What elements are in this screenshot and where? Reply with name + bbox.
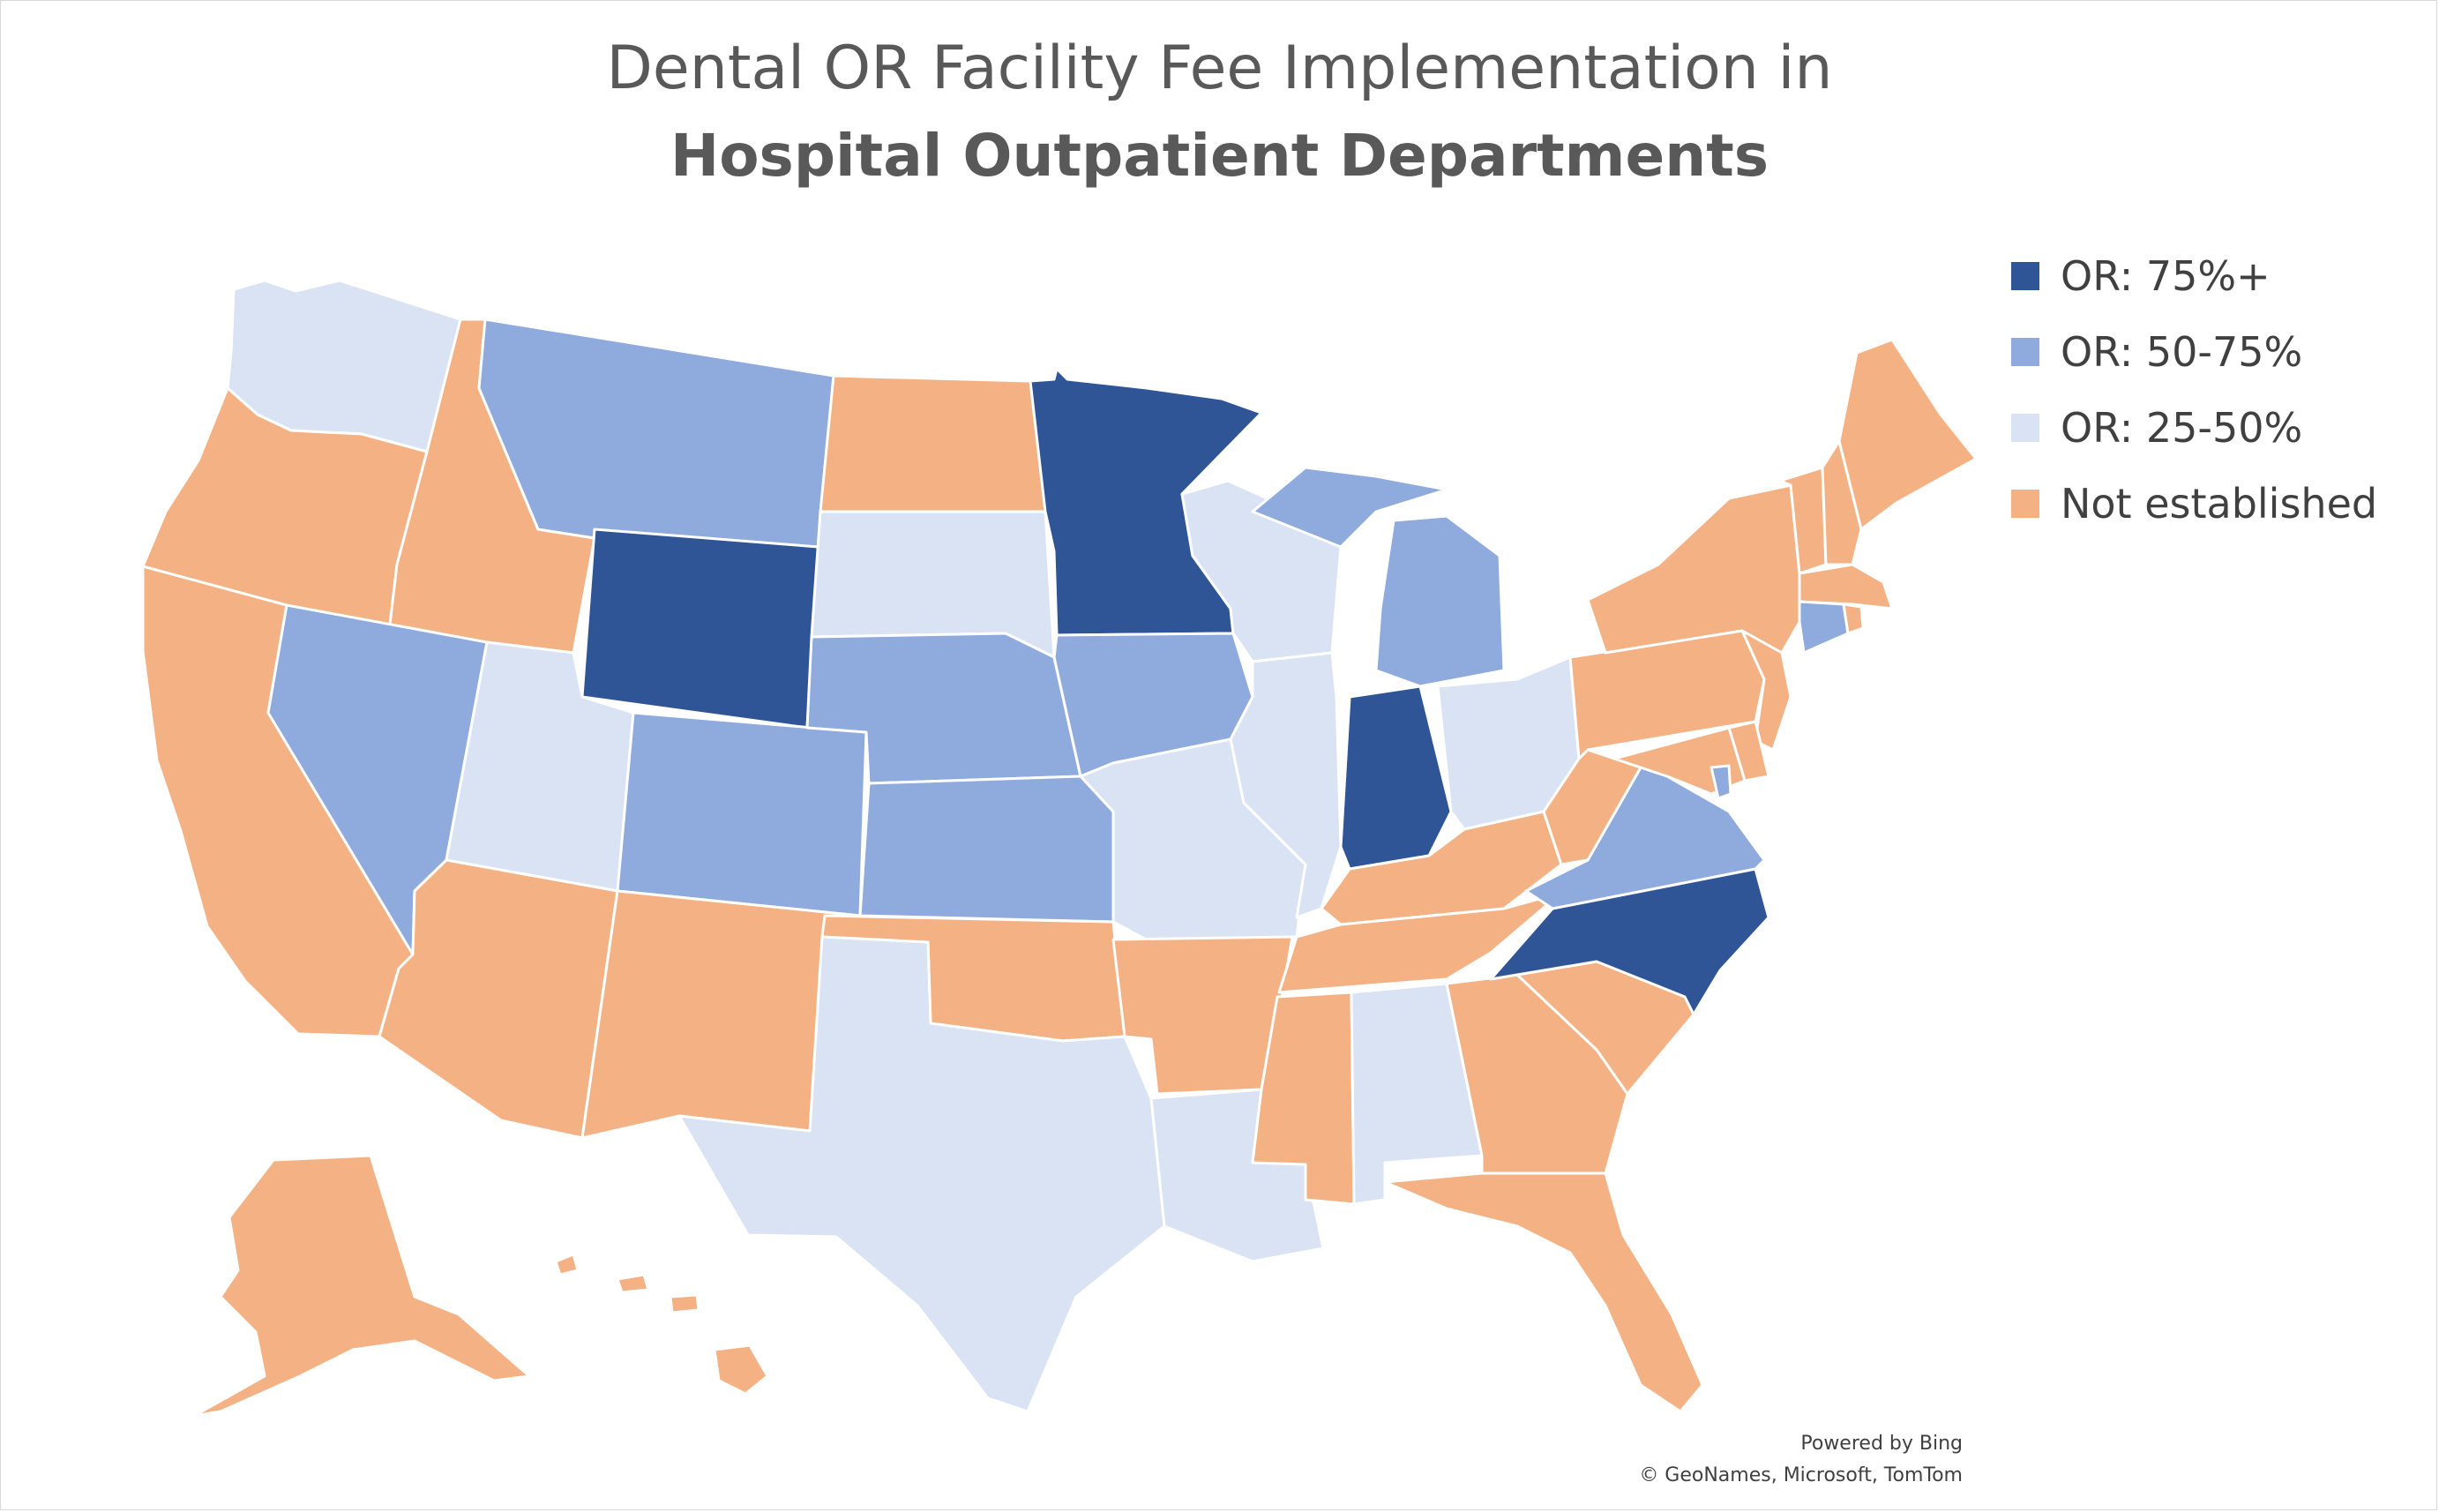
state-kansas[interactable] [858,775,1115,924]
state-michigan[interactable] [1251,466,1506,688]
state-montana[interactable] [477,318,835,549]
state-hawaii[interactable] [554,1253,769,1396]
legend-swatch [2011,338,2039,366]
legend-item-or-50-75: OR: 50-75% [2011,314,2377,390]
map-credit-powered-by: Powered by Bing [1800,1433,1963,1455]
legend-swatch [2011,262,2039,290]
state-district-of-columbia[interactable] [1710,764,1732,800]
state-rhode-island[interactable] [1842,603,1865,635]
state-illinois[interactable] [1229,651,1343,919]
state-wyoming[interactable] [580,528,820,730]
legend-label: OR: 25-50% [2061,404,2303,452]
state-north-dakota[interactable] [819,374,1047,513]
map-title-line-1: Dental OR Facility Fee Implementation in [606,34,1833,103]
state-new-hampshire[interactable] [1821,439,1863,566]
state-indiana[interactable] [1339,685,1453,871]
legend-swatch [2011,490,2039,518]
legend-label: OR: 50-75% [2061,328,2303,376]
state-vermont[interactable] [1778,466,1828,575]
state-texas[interactable] [677,935,1166,1413]
state-new-jersey[interactable] [1740,629,1792,752]
map-title-line-2: Hospital Outpatient Departments [670,122,1769,190]
legend-item-or-25-50: OR: 25-50% [2011,390,2377,466]
state-new-york[interactable] [1586,483,1801,655]
state-florida[interactable] [1383,1171,1704,1413]
state-connecticut[interactable] [1798,600,1850,655]
legend-item-or-75-plus: OR: 75%+ [2011,238,2377,314]
state-maine[interactable] [1837,338,1978,531]
legend-label: OR: 75%+ [2061,252,2271,300]
legend: OR: 75%+ OR: 50-75% OR: 25-50% Not estab… [2011,238,2377,542]
state-arizona[interactable] [378,858,619,1140]
state-alaska[interactable] [192,1154,531,1418]
legend-label: Not established [2061,480,2378,528]
state-tennessee[interactable] [1277,891,1563,994]
legend-swatch [2011,414,2039,442]
state-arkansas[interactable] [1111,935,1294,1096]
state-colorado[interactable] [616,711,868,917]
legend-item-not-established: Not established [2011,466,2377,542]
map-credit-attribution: © GeoNames, Microsoft, TomTom [1639,1464,1963,1486]
